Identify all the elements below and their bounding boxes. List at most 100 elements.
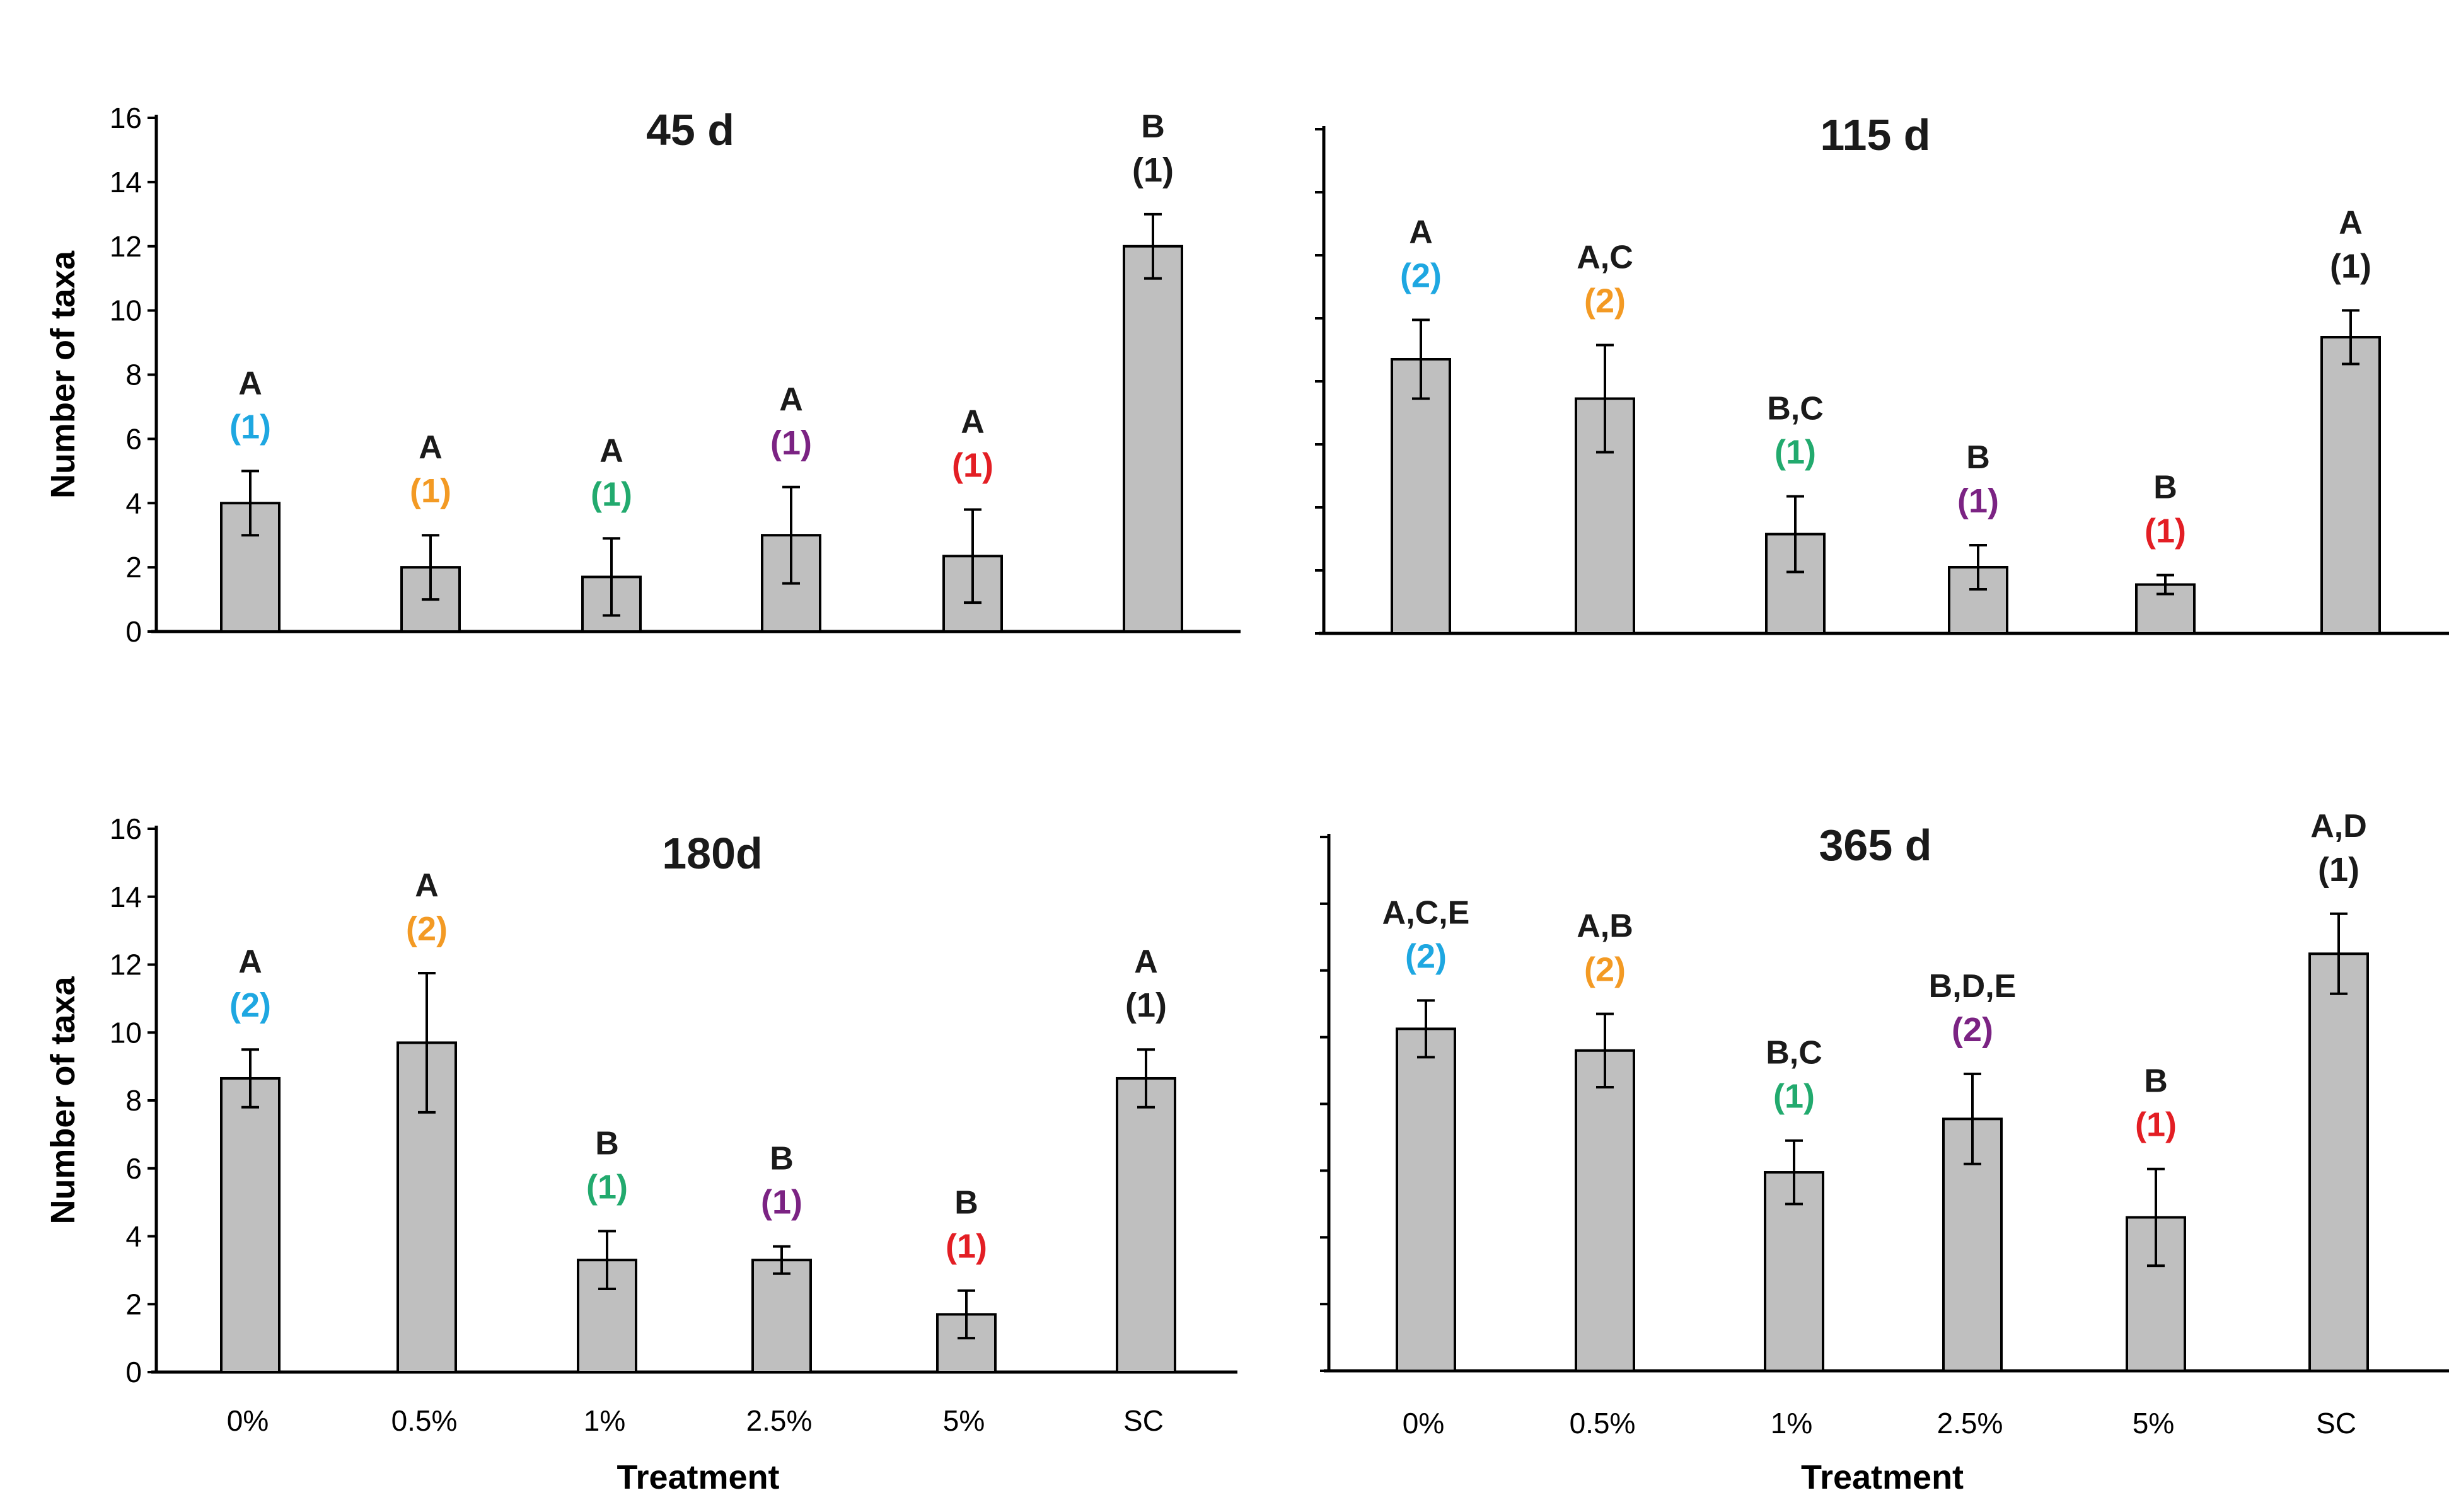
significance-group-label: (2) xyxy=(229,986,271,1024)
significance-group-label: (1) xyxy=(2318,851,2359,889)
x-category-label: 0.5% xyxy=(391,1404,458,1437)
x-axis-title: Treatment xyxy=(1801,1458,1964,1496)
bar xyxy=(2320,336,2381,635)
y-tick-label: 8 xyxy=(125,359,142,391)
y-tick-label: 6 xyxy=(125,1152,142,1185)
significance-letter-label: A xyxy=(1134,944,1158,980)
significance-letter-label: B xyxy=(1141,108,1165,145)
x-category-label: 5% xyxy=(2133,1407,2174,1440)
significance-letter-label: A,C xyxy=(1577,239,1633,276)
significance-letter-label: B,C xyxy=(1766,1035,1822,1071)
chart-panel-4: 365 d (2) A,C,E 0% (2) A,B 0.5% (1) B,C 1% (2) B,D,… xyxy=(1320,808,2449,1496)
x-category-label: 5% xyxy=(943,1404,985,1437)
chart-panel-2: 115 d (2) A (2) A,C (1) B,C (1) B (1) B (1) A xyxy=(1315,110,2449,635)
significance-letter-label: B,D,E xyxy=(1929,968,2017,1005)
y-tick-label: 0 xyxy=(125,1356,142,1388)
panel-title: 365 d xyxy=(1819,821,1932,870)
x-category-label: 2.5% xyxy=(1937,1407,2003,1440)
y-tick-label: 6 xyxy=(125,422,142,455)
x-category-label: 1% xyxy=(1771,1407,1812,1440)
significance-group-label: (2) xyxy=(1400,257,1442,295)
bar xyxy=(2308,952,2369,1372)
y-tick-label: 10 xyxy=(110,294,142,327)
significance-letter-label: A xyxy=(779,381,803,418)
significance-letter-label: B xyxy=(770,1141,794,1177)
significance-group-label: (1) xyxy=(591,475,632,513)
panel-title: 180d xyxy=(662,829,763,878)
significance-group-label: (2) xyxy=(1405,937,1447,975)
significance-group-label: (2) xyxy=(1584,951,1626,989)
significance-group-label: (1) xyxy=(410,472,451,510)
significance-letter-label: A,B xyxy=(1577,908,1633,945)
bar xyxy=(2126,1216,2186,1373)
y-axis-title: Number of taxa xyxy=(44,976,82,1224)
x-category-label: 1% xyxy=(584,1404,625,1437)
significance-group-label: (1) xyxy=(1775,434,1816,471)
significance-letter-label: A,D xyxy=(2310,808,2367,845)
bar xyxy=(751,1259,812,1374)
significance-group-label: (1) xyxy=(946,1228,987,1266)
significance-letter-label: A xyxy=(238,944,262,980)
significance-group-label: (1) xyxy=(586,1168,628,1206)
significance-group-label: (1) xyxy=(1132,151,1174,189)
significance-letter-label: A xyxy=(415,867,439,904)
y-tick-label: 2 xyxy=(125,551,142,584)
significance-letter-label: B xyxy=(1966,439,1990,476)
significance-letter-label: B xyxy=(954,1185,978,1221)
panel-title: 45 d xyxy=(646,105,734,154)
y-tick-label: 2 xyxy=(125,1288,142,1320)
bar xyxy=(1116,1076,1176,1373)
y-tick-label: 12 xyxy=(110,230,142,263)
bar xyxy=(1391,358,1451,635)
significance-group-label: (2) xyxy=(406,910,448,948)
significance-group-label: (1) xyxy=(770,424,812,462)
significance-letter-label: B xyxy=(2153,470,2177,506)
y-tick-label: 4 xyxy=(125,1220,142,1253)
significance-letter-label: A,C,E xyxy=(1382,894,1470,931)
bar xyxy=(1575,1049,1635,1373)
y-tick-label: 16 xyxy=(110,812,142,845)
significance-group-label: (1) xyxy=(2135,1106,2177,1144)
y-tick-label: 10 xyxy=(110,1016,142,1049)
y-tick-label: 4 xyxy=(125,487,142,519)
significance-group-label: (2) xyxy=(1952,1011,1993,1049)
significance-group-label: (1) xyxy=(229,408,271,446)
significance-group-label: (1) xyxy=(2330,248,2371,286)
significance-group-label: (2) xyxy=(1584,282,1626,320)
chart-panel-3: 180d 0 2 4 6 8 10 12 14 16 Number of taxa (2) A 0% (2)… xyxy=(44,812,1237,1496)
y-tick-label: 8 xyxy=(125,1084,142,1117)
significance-letter-label: A xyxy=(238,365,262,401)
significance-group-label: (1) xyxy=(2145,512,2186,550)
significance-letter-label: A xyxy=(1409,214,1433,251)
significance-group-label: (1) xyxy=(952,446,993,484)
y-tick-label: 14 xyxy=(110,166,142,199)
y-tick-label: 16 xyxy=(110,101,142,134)
significance-letter-label: B xyxy=(2144,1063,2168,1100)
significance-group-label: (1) xyxy=(1125,986,1167,1024)
significance-letter-label: A xyxy=(2339,205,2363,241)
chart-panel-1: 45 d 0 2 4 6 8 10 12 14 16 Number of taxa (1) A (1) A (… xyxy=(44,101,1241,648)
x-category-label: 0% xyxy=(227,1404,269,1437)
x-axis-title: Treatment xyxy=(617,1458,779,1496)
y-tick-label: 12 xyxy=(110,949,142,981)
significance-letter-label: B xyxy=(595,1125,619,1162)
significance-group-label: (1) xyxy=(1957,482,1999,520)
significance-letter-label: A xyxy=(599,432,623,469)
x-category-label: SC xyxy=(1123,1404,1164,1437)
x-category-label: 0.5% xyxy=(1570,1407,1636,1440)
y-tick-label: 14 xyxy=(110,880,142,913)
x-category-label: 0% xyxy=(1403,1407,1444,1440)
y-axis-title: Number of taxa xyxy=(44,250,82,499)
bar xyxy=(1396,1027,1456,1372)
x-category-label: 2.5% xyxy=(746,1404,813,1437)
significance-letter-label: B,C xyxy=(1767,391,1824,427)
panel-title: 115 d xyxy=(1820,110,1930,159)
x-category-label: SC xyxy=(2316,1407,2356,1440)
y-tick-label: 0 xyxy=(125,615,142,648)
significance-letter-label: A xyxy=(961,403,985,440)
bar xyxy=(220,1076,281,1373)
significance-group-label: (1) xyxy=(1773,1078,1815,1116)
significance-letter-label: A xyxy=(419,429,443,466)
significance-group-label: (1) xyxy=(761,1184,802,1221)
